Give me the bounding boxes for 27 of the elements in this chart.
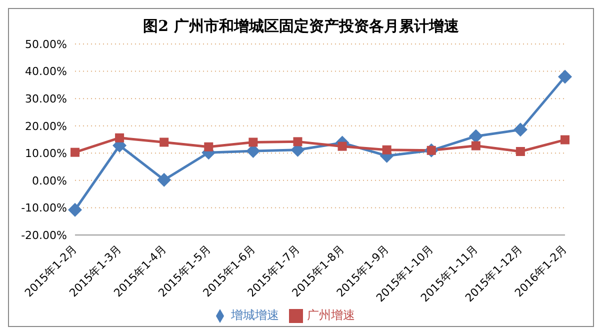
- point: [382, 145, 392, 154]
- point: [468, 129, 483, 144]
- point: [160, 138, 169, 147]
- legend-label: 广州增速: [307, 308, 355, 322]
- y-tick-label: -10.00%: [21, 202, 67, 215]
- y-tick-label: 0.00%: [32, 174, 67, 188]
- point: [115, 133, 124, 142]
- chart-title: 图2 广州市和增城区固定资产投资各月累计增速: [142, 17, 460, 36]
- point: [471, 141, 480, 150]
- point: [248, 138, 258, 147]
- legend-label: 增城增速: [231, 308, 279, 322]
- point: [513, 122, 528, 137]
- y-tick-label: 30.00%: [25, 92, 67, 106]
- point: [558, 70, 572, 84]
- point: [338, 142, 347, 151]
- y-tick-label: 10.00%: [25, 147, 67, 160]
- point: [157, 172, 172, 187]
- point: [68, 202, 82, 217]
- y-tick-label: -20.00%: [21, 228, 67, 242]
- point: [516, 147, 525, 156]
- y-tick-label: 50.00%: [25, 38, 67, 51]
- y-tick-label: 40.00%: [25, 65, 67, 78]
- point: [560, 135, 570, 144]
- point: [204, 142, 214, 152]
- point: [293, 137, 302, 146]
- point: [70, 148, 80, 157]
- y-tick-label: 20.00%: [25, 120, 67, 133]
